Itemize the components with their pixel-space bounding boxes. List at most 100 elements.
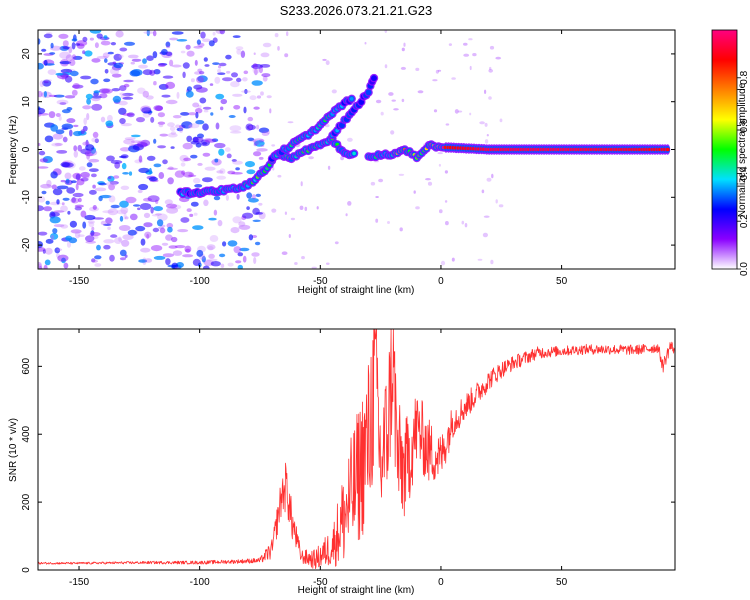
noise-blob xyxy=(161,94,171,98)
noise-blob xyxy=(89,232,101,237)
noise-blob xyxy=(136,117,145,123)
noise-blob xyxy=(172,115,182,119)
noise-blob xyxy=(326,262,330,265)
noise-blob xyxy=(247,198,259,203)
noise-blob xyxy=(253,140,260,146)
noise-blob xyxy=(122,234,134,241)
noise-blob xyxy=(101,88,113,94)
noise-blob xyxy=(110,204,120,209)
noise-blob xyxy=(98,182,107,186)
noise-blob xyxy=(227,240,238,247)
noise-blob xyxy=(114,237,123,244)
noise-blob xyxy=(119,215,124,222)
noise-blob xyxy=(187,174,197,177)
noise-blob xyxy=(90,94,102,102)
noise-blob xyxy=(131,58,142,62)
noise-blob xyxy=(130,140,142,144)
trace-core xyxy=(366,90,371,95)
noise-blob xyxy=(120,206,129,214)
noise-blob xyxy=(180,50,186,54)
trace-core xyxy=(349,97,354,101)
noise-blob xyxy=(62,136,68,143)
noise-blob xyxy=(340,156,344,161)
noise-blob xyxy=(118,54,124,59)
noise-blob xyxy=(214,142,226,149)
noise-blob xyxy=(258,156,264,160)
noise-blob xyxy=(233,246,242,254)
noise-blob xyxy=(153,163,162,168)
noise-blob xyxy=(484,139,489,144)
noise-blob xyxy=(251,194,256,200)
noise-blob xyxy=(82,141,90,146)
noise-blob xyxy=(461,220,465,225)
noise-blob xyxy=(199,97,207,104)
noise-blob xyxy=(44,80,49,84)
noise-blob xyxy=(38,107,46,115)
noise-blob xyxy=(196,39,201,45)
noise-blob xyxy=(72,83,80,89)
noise-blob xyxy=(287,121,294,124)
noise-blob xyxy=(232,160,243,165)
noise-blob xyxy=(124,137,136,141)
noise-blob xyxy=(271,144,276,147)
noise-blob xyxy=(38,142,41,147)
noise-blob xyxy=(153,69,161,75)
noise-blob xyxy=(72,55,83,60)
noise-blob xyxy=(304,206,308,211)
noise-blob xyxy=(107,208,119,216)
noise-blob xyxy=(384,64,388,69)
noise-blob xyxy=(150,206,154,214)
noise-blob xyxy=(141,107,152,114)
snr-marks xyxy=(38,329,675,570)
noise-blob xyxy=(345,213,348,217)
snr-y-ticks: 0 200 400 600 xyxy=(21,358,675,573)
noise-blob xyxy=(38,150,46,156)
noise-blob xyxy=(51,142,62,147)
noise-blob xyxy=(89,206,99,212)
noise-blob xyxy=(252,66,260,74)
noise-blob xyxy=(94,187,107,192)
noise-blob xyxy=(218,148,225,156)
noise-blob xyxy=(91,137,99,143)
noise-blob xyxy=(38,90,43,98)
noise-blob xyxy=(174,170,185,178)
noise-blob xyxy=(165,258,171,266)
noise-blob xyxy=(91,258,96,263)
noise-blob xyxy=(370,181,376,186)
noise-blob xyxy=(391,99,396,102)
noise-blob xyxy=(93,90,101,94)
noise-blob xyxy=(254,241,261,246)
spectrogram-marks xyxy=(38,30,671,269)
noise-blob xyxy=(91,173,97,178)
noise-blob xyxy=(105,217,113,224)
noise-blob xyxy=(202,123,209,131)
noise-blob xyxy=(138,167,150,173)
noise-blob xyxy=(281,251,288,255)
noise-blob xyxy=(92,131,99,138)
noise-blob xyxy=(153,138,157,144)
noise-blob xyxy=(124,254,128,258)
noise-blob xyxy=(189,213,194,217)
noise-blob xyxy=(56,150,68,154)
noise-blob xyxy=(231,72,238,78)
noise-blob xyxy=(262,42,272,48)
noise-blob xyxy=(143,31,154,34)
noise-blob xyxy=(92,217,105,220)
noise-blob xyxy=(111,88,121,92)
noise-blob xyxy=(177,229,189,233)
noise-blob xyxy=(157,213,168,221)
noise-blob xyxy=(62,46,70,50)
noise-blob xyxy=(258,66,263,74)
noise-blob xyxy=(486,177,492,182)
noise-blob xyxy=(158,172,165,179)
noise-blob xyxy=(180,162,186,167)
noise-blob xyxy=(57,254,69,262)
noise-blob xyxy=(212,31,216,36)
noise-blob xyxy=(195,87,208,93)
noise-blob xyxy=(231,172,243,175)
noise-blob xyxy=(146,55,154,61)
noise-blob xyxy=(106,155,115,162)
noise-blob xyxy=(190,154,198,159)
noise-blob xyxy=(171,236,178,243)
